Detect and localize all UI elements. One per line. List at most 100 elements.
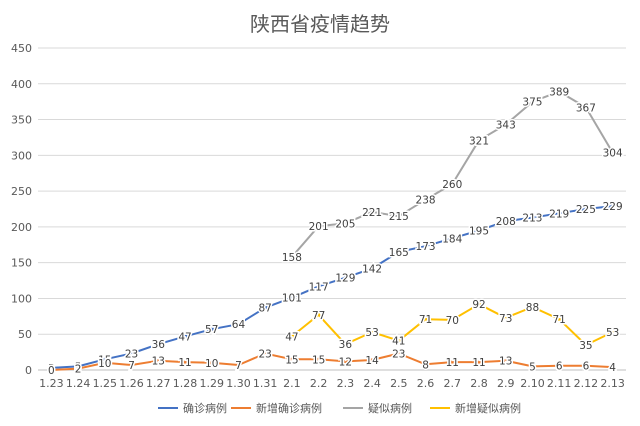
data-label: 6 (583, 361, 590, 373)
data-label: 35 (579, 340, 592, 352)
x-tick-label: 1.26 (119, 377, 144, 390)
data-label: 229 (603, 201, 623, 213)
data-label: 6 (556, 361, 563, 373)
data-label: 165 (389, 247, 409, 259)
data-label: 213 (522, 213, 542, 225)
legend: 确诊病例 新增确诊病例 疑似病例 新增疑似病例 (158, 401, 521, 415)
data-point (370, 358, 374, 362)
data-point (343, 221, 347, 225)
x-tick-label: 1.28 (173, 377, 198, 390)
data-point (557, 317, 561, 321)
data-label: 53 (365, 327, 378, 339)
x-tick-label: 2.6 (417, 377, 435, 390)
data-point (423, 362, 428, 366)
x-tick-label: 2.13 (600, 377, 625, 390)
data-label: 225 (576, 204, 596, 216)
data-point (290, 296, 294, 300)
data-label: 41 (392, 336, 405, 348)
data-point (530, 215, 535, 220)
series-line (51, 352, 613, 371)
data-label: 23 (258, 349, 271, 361)
data-point (397, 250, 401, 254)
data-point (370, 266, 374, 270)
data-label: 15 (312, 354, 325, 366)
data-label: 11 (472, 357, 485, 369)
data-point (423, 244, 428, 248)
data-point (183, 334, 187, 338)
data-label: 117 (309, 281, 329, 293)
data-label: 0 (48, 365, 55, 377)
data-point (611, 330, 615, 334)
x-tick-label: 2.1 (283, 377, 301, 390)
data-point (317, 284, 321, 288)
data-label: 7 (128, 360, 135, 372)
data-label: 11 (178, 357, 191, 369)
data-point (397, 214, 401, 218)
series-lines (51, 90, 614, 371)
gridlines (38, 47, 626, 371)
data-label: 215 (389, 211, 409, 223)
data-point (210, 361, 214, 365)
data-label: 195 (469, 225, 489, 237)
data-points (49, 90, 615, 372)
data-point (504, 359, 508, 363)
x-tick-label: 1.30 (226, 377, 251, 390)
data-label: 7 (235, 360, 242, 372)
x-tick-label: 2.3 (337, 377, 355, 390)
data-point (263, 306, 267, 310)
x-tick-label: 1.25 (93, 377, 118, 390)
data-label: 3 (48, 363, 55, 375)
legend-entry: 新增确诊病例 (256, 401, 322, 415)
data-label: 375 (522, 97, 542, 109)
data-label: 184 (442, 233, 462, 245)
y-tick-label: 200 (11, 221, 32, 234)
data-point (370, 210, 374, 214)
data-point (450, 360, 454, 364)
x-tick-label: 2.7 (444, 377, 462, 390)
data-label: 142 (362, 263, 382, 275)
data-point (423, 198, 428, 202)
x-tick-label: 1.29 (199, 377, 224, 390)
data-point (236, 363, 241, 367)
data-point (450, 182, 454, 186)
data-label: 12 (339, 356, 352, 368)
data-label: 208 (496, 216, 516, 228)
data-point (290, 334, 294, 338)
x-tick-label: 2.11 (547, 377, 572, 390)
data-point (343, 276, 347, 280)
data-label: 77 (312, 310, 325, 322)
data-point (530, 100, 535, 104)
data-point (450, 318, 454, 322)
data-point (290, 357, 294, 361)
data-label: 389 (549, 87, 569, 99)
y-tick-label: 250 (11, 185, 32, 198)
data-point (343, 342, 347, 346)
data-label: 53 (606, 327, 619, 339)
data-label: 36 (152, 339, 166, 351)
data-label: 10 (98, 358, 111, 370)
data-label: 129 (335, 273, 355, 285)
data-label: 367 (576, 102, 596, 114)
data-label: 23 (125, 349, 138, 361)
data-label: 205 (335, 218, 355, 230)
data-label: 47 (285, 331, 298, 343)
x-tick-label: 1.31 (253, 377, 278, 390)
data-point (343, 359, 347, 364)
y-tick-label: 300 (11, 149, 32, 162)
data-label: 343 (496, 120, 516, 132)
data-point (397, 351, 401, 356)
data-point (611, 150, 615, 155)
data-point (477, 302, 481, 306)
y-tick-label: 400 (11, 78, 32, 91)
data-label: 47 (178, 331, 191, 343)
data-label: 36 (339, 339, 353, 351)
data-point (530, 364, 535, 369)
x-tick-label: 2.9 (497, 377, 515, 390)
data-label: 304 (603, 147, 623, 159)
data-point (370, 330, 374, 334)
data-label: 10 (205, 358, 218, 370)
data-point (530, 305, 535, 309)
